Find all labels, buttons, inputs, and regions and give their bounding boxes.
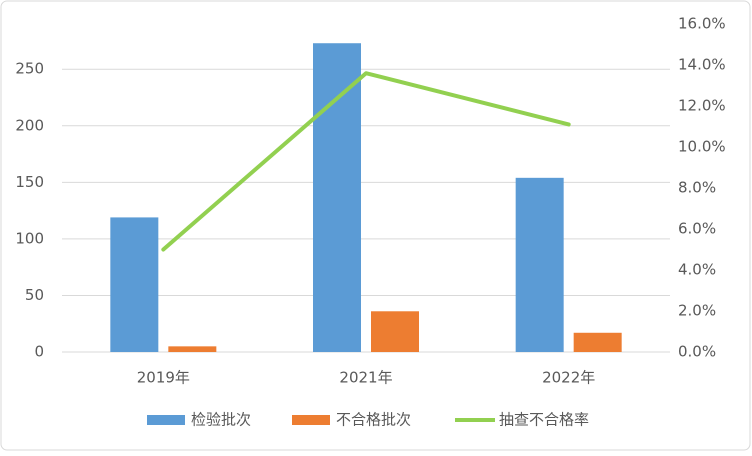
y2-tick-label: 0.0% bbox=[678, 343, 716, 361]
y2-tick-label: 16.0% bbox=[678, 15, 726, 33]
y2-tick-label: 8.0% bbox=[678, 179, 716, 197]
bar bbox=[168, 346, 217, 352]
y2-tick-label: 2.0% bbox=[678, 302, 716, 320]
bar bbox=[371, 311, 419, 352]
legend-label: 不合格批次 bbox=[336, 411, 411, 429]
y-tick-label: 200 bbox=[15, 116, 44, 134]
x-tick-label: 2019年 bbox=[137, 369, 190, 387]
legend-label: 检验批次 bbox=[191, 411, 251, 429]
y-tick-label: 150 bbox=[15, 173, 44, 191]
y2-tick-label: 12.0% bbox=[678, 97, 726, 115]
bar bbox=[110, 217, 159, 352]
bar bbox=[313, 43, 361, 352]
y2-tick-label: 10.0% bbox=[678, 138, 726, 156]
bar bbox=[515, 177, 564, 352]
y2-tick-label: 4.0% bbox=[678, 261, 716, 279]
y-tick-label: 50 bbox=[25, 286, 44, 304]
legend-label: 抽查不合格率 bbox=[499, 411, 589, 429]
y2-tick-label: 6.0% bbox=[678, 220, 716, 238]
y-tick-label: 250 bbox=[15, 60, 44, 78]
y-tick-label: 100 bbox=[15, 229, 44, 247]
legend-swatch bbox=[292, 415, 330, 425]
legend-swatch bbox=[147, 415, 185, 425]
y2-tick-label: 14.0% bbox=[678, 56, 726, 74]
x-tick-label: 2021年 bbox=[339, 369, 392, 387]
line bbox=[161, 71, 571, 252]
x-tick-label: 2022年 bbox=[542, 369, 595, 387]
bar bbox=[573, 332, 622, 352]
y-tick-label: 0 bbox=[34, 343, 44, 361]
